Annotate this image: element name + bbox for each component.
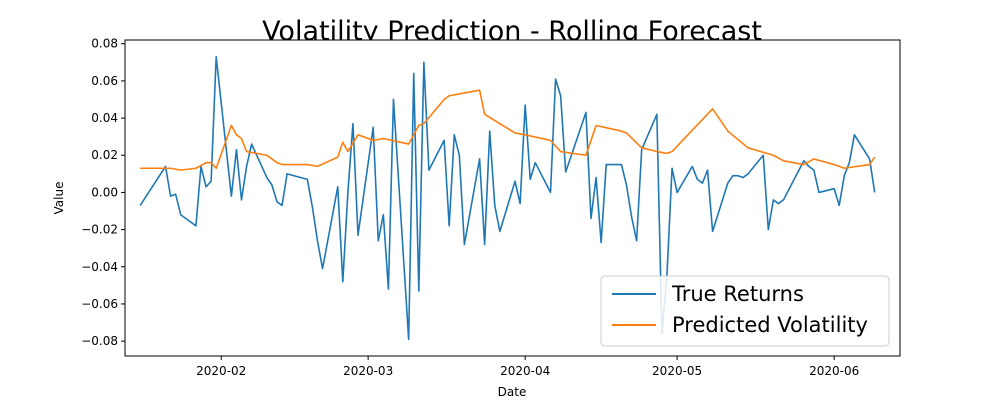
legend-label-true-returns: True Returns — [671, 282, 804, 306]
legend: True Returns Predicted Volatility — [600, 275, 890, 347]
y-tick-label: 0.00 — [91, 185, 118, 199]
x-tick-label: 2020-04 — [500, 364, 550, 378]
x-tick-label: 2020-06 — [809, 364, 859, 378]
y-tick-label: 0.02 — [91, 148, 118, 162]
legend-label-predicted-volatility: Predicted Volatility — [672, 313, 868, 337]
y-tick-label: 0.04 — [91, 111, 118, 125]
x-tick-label: 2020-03 — [343, 364, 393, 378]
series-line-true-returns — [139, 55, 876, 341]
y-axis: −0.08 −0.06 −0.04 −0.02 0.00 0.02 0.04 0.06 0.08 — [81, 37, 125, 348]
series-layer — [139, 55, 876, 341]
y-axis-label: Value — [52, 182, 66, 215]
y-tick-label: −0.06 — [81, 297, 118, 311]
axes-frame — [124, 39, 901, 357]
y-tick-label: −0.04 — [81, 260, 118, 274]
y-tick-label: −0.02 — [81, 223, 118, 237]
x-axis: 2020-02 2020-03 2020-04 2020-05 2020-06 — [196, 356, 859, 378]
x-tick-label: 2020-05 — [652, 364, 702, 378]
y-tick-label: 0.08 — [91, 37, 118, 51]
legend-box — [600, 275, 890, 347]
y-tick-label: −0.08 — [81, 334, 118, 348]
x-axis-label: Date — [498, 385, 527, 399]
x-tick-label: 2020-02 — [196, 364, 246, 378]
series-line-predicted-volatility — [140, 89, 876, 171]
y-tick-label: 0.06 — [91, 74, 118, 88]
